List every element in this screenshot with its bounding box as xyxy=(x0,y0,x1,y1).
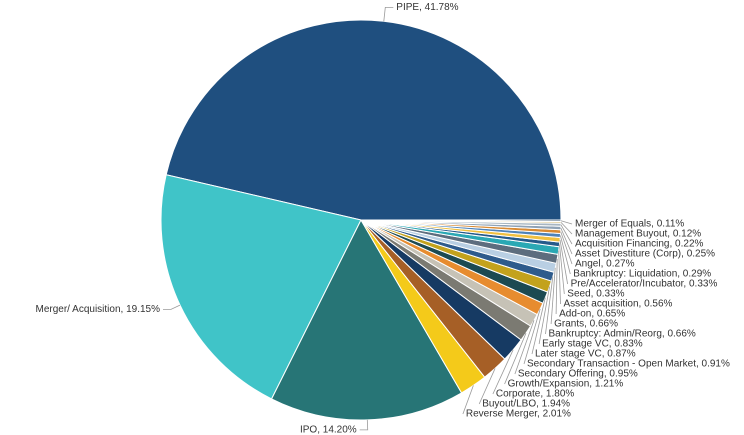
leader-lines xyxy=(163,7,573,431)
leader-line-pipe xyxy=(383,7,394,22)
leader-line-later-stage-vc xyxy=(531,297,546,355)
pie-slices xyxy=(160,19,562,421)
slice-label-early-stage-vc: Early stage VC, 0.83% xyxy=(542,339,643,350)
leader-line-buyout-lbo xyxy=(478,368,496,405)
leader-line-merger-of-equals xyxy=(560,220,573,225)
slice-label-growth-expansion: Growth/Expansion, 1.21% xyxy=(508,379,624,390)
slice-label-seed: Seed, 0.33% xyxy=(567,289,624,300)
pie-slice-merger-acquisition[interactable] xyxy=(160,174,362,400)
slice-label-buyout-lbo: Buyout/LBO, 1.94% xyxy=(482,399,570,410)
slice-label-merger-of-equals: Merger of Equals, 0.11% xyxy=(575,219,684,230)
slice-label-asset-divestiture-corp: Asset Divestiture (Corp), 0.25% xyxy=(575,249,715,260)
slice-labels: PIPE, 41.78% Merger/ Acquisition, 19.15% I… xyxy=(35,2,730,435)
slice-label-angel: Angel, 0.27% xyxy=(575,259,635,270)
slice-label-bankruptcy-liquidation: Bankruptcy: Liquidation, 0.29% xyxy=(573,269,711,280)
leader-line-grants xyxy=(550,267,556,325)
leader-line-ipo xyxy=(359,419,369,431)
leader-line-asset-divestiture-corp xyxy=(560,227,573,255)
pie-slice-pipe[interactable] xyxy=(165,19,562,221)
slice-label-reverse-merger: Reverse Merger, 2.01% xyxy=(466,409,571,420)
slice-label-management-buyout: Management Buyout, 0.12% xyxy=(575,229,701,240)
leader-line-acquisition-financing xyxy=(560,224,573,245)
leader-line-asset-acquisition xyxy=(558,250,561,305)
slice-label-secondary-transaction-open-market: Secondary Transaction - Open Market, 0.9… xyxy=(527,359,730,370)
leader-line-add-on xyxy=(555,258,558,315)
slice-label-add-on: Add-on, 0.65% xyxy=(559,309,625,320)
slice-label-ipo: IPO, 14.20% xyxy=(300,425,357,435)
leader-line-pre-accelerator-incubator xyxy=(559,239,568,285)
slice-label-secondary-offering: Secondary Offering, 0.95% xyxy=(518,369,638,380)
leader-line-seed xyxy=(559,244,565,295)
pie-slice-merger-of-equals[interactable] xyxy=(360,219,562,223)
leader-line-early-stage-vc xyxy=(538,286,550,345)
leader-line-secondary-offering xyxy=(514,320,535,375)
leader-line-growth-expansion xyxy=(504,332,527,385)
leader-line-corporate xyxy=(492,349,514,395)
slice-label-merger-acquisition: Merger/ Acquisition, 19.15% xyxy=(35,304,160,315)
pie-slice-ipo[interactable] xyxy=(271,219,463,421)
slice-label-corporate: Corporate, 1.80% xyxy=(496,389,574,400)
slice-label-pre-accelerator-incubator: Pre/Accelerator/Incubator, 0.33% xyxy=(571,279,718,290)
slice-label-pipe: PIPE, 41.78% xyxy=(396,2,458,13)
slice-label-bankruptcy-admin-reorg: Bankruptcy: Admin/Reorg, 0.66% xyxy=(549,329,696,340)
leader-line-merger-acquisition xyxy=(163,304,181,310)
leader-line-bankruptcy-admin-reorg xyxy=(545,276,554,335)
leader-line-angel xyxy=(560,231,573,265)
leader-line-management-buyout xyxy=(560,222,573,235)
slice-label-grants: Grants, 0.66% xyxy=(554,319,618,330)
leader-line-secondary-transaction-open-market xyxy=(523,308,541,365)
leader-line-reverse-merger xyxy=(462,385,474,415)
slice-label-acquisition-financing: Acquisition Financing, 0.22% xyxy=(575,239,704,250)
leader-line-bankruptcy-liquidation xyxy=(560,235,571,275)
slice-label-later-stage-vc: Later stage VC, 0.87% xyxy=(535,349,636,360)
slice-label-asset-acquisition: Asset acquisition, 0.56% xyxy=(564,299,673,310)
